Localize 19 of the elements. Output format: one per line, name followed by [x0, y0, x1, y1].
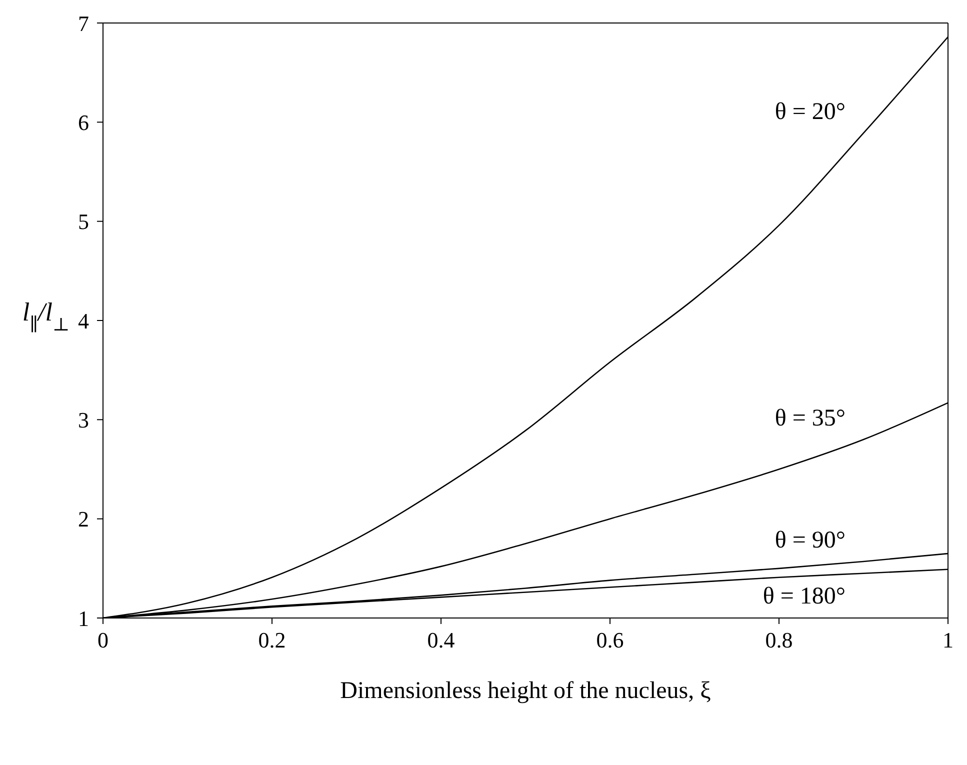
x-tick-label: 0.4: [427, 628, 455, 653]
x-axis-title: Dimensionless height of the nucleus, ξ: [340, 678, 712, 704]
x-tick-label: 0.8: [765, 628, 793, 653]
y-axis-title: l$_{∥}$/l$_{⊥}$: [22, 298, 70, 334]
y-tick-label: 4: [78, 308, 89, 334]
y-tick-label: 5: [78, 209, 89, 234]
series-label: θ = 20°: [774, 99, 846, 126]
x-tick-label: 0: [98, 628, 108, 653]
y-tick-label: 7: [78, 10, 89, 36]
y-tick-label: 6: [78, 110, 89, 135]
series-label: θ = 90°: [774, 527, 846, 554]
y-tick-label: 1: [78, 606, 89, 631]
x-tick-label: 1: [942, 628, 954, 653]
x-tick-label: 0.2: [258, 628, 286, 653]
series-label: θ = 180°: [762, 583, 846, 610]
y-tick-label: 2: [78, 506, 89, 532]
series-label: θ = 35°: [774, 406, 846, 432]
x-tick-label: 0.6: [596, 628, 624, 653]
y-tick-label: 3: [78, 407, 89, 432]
